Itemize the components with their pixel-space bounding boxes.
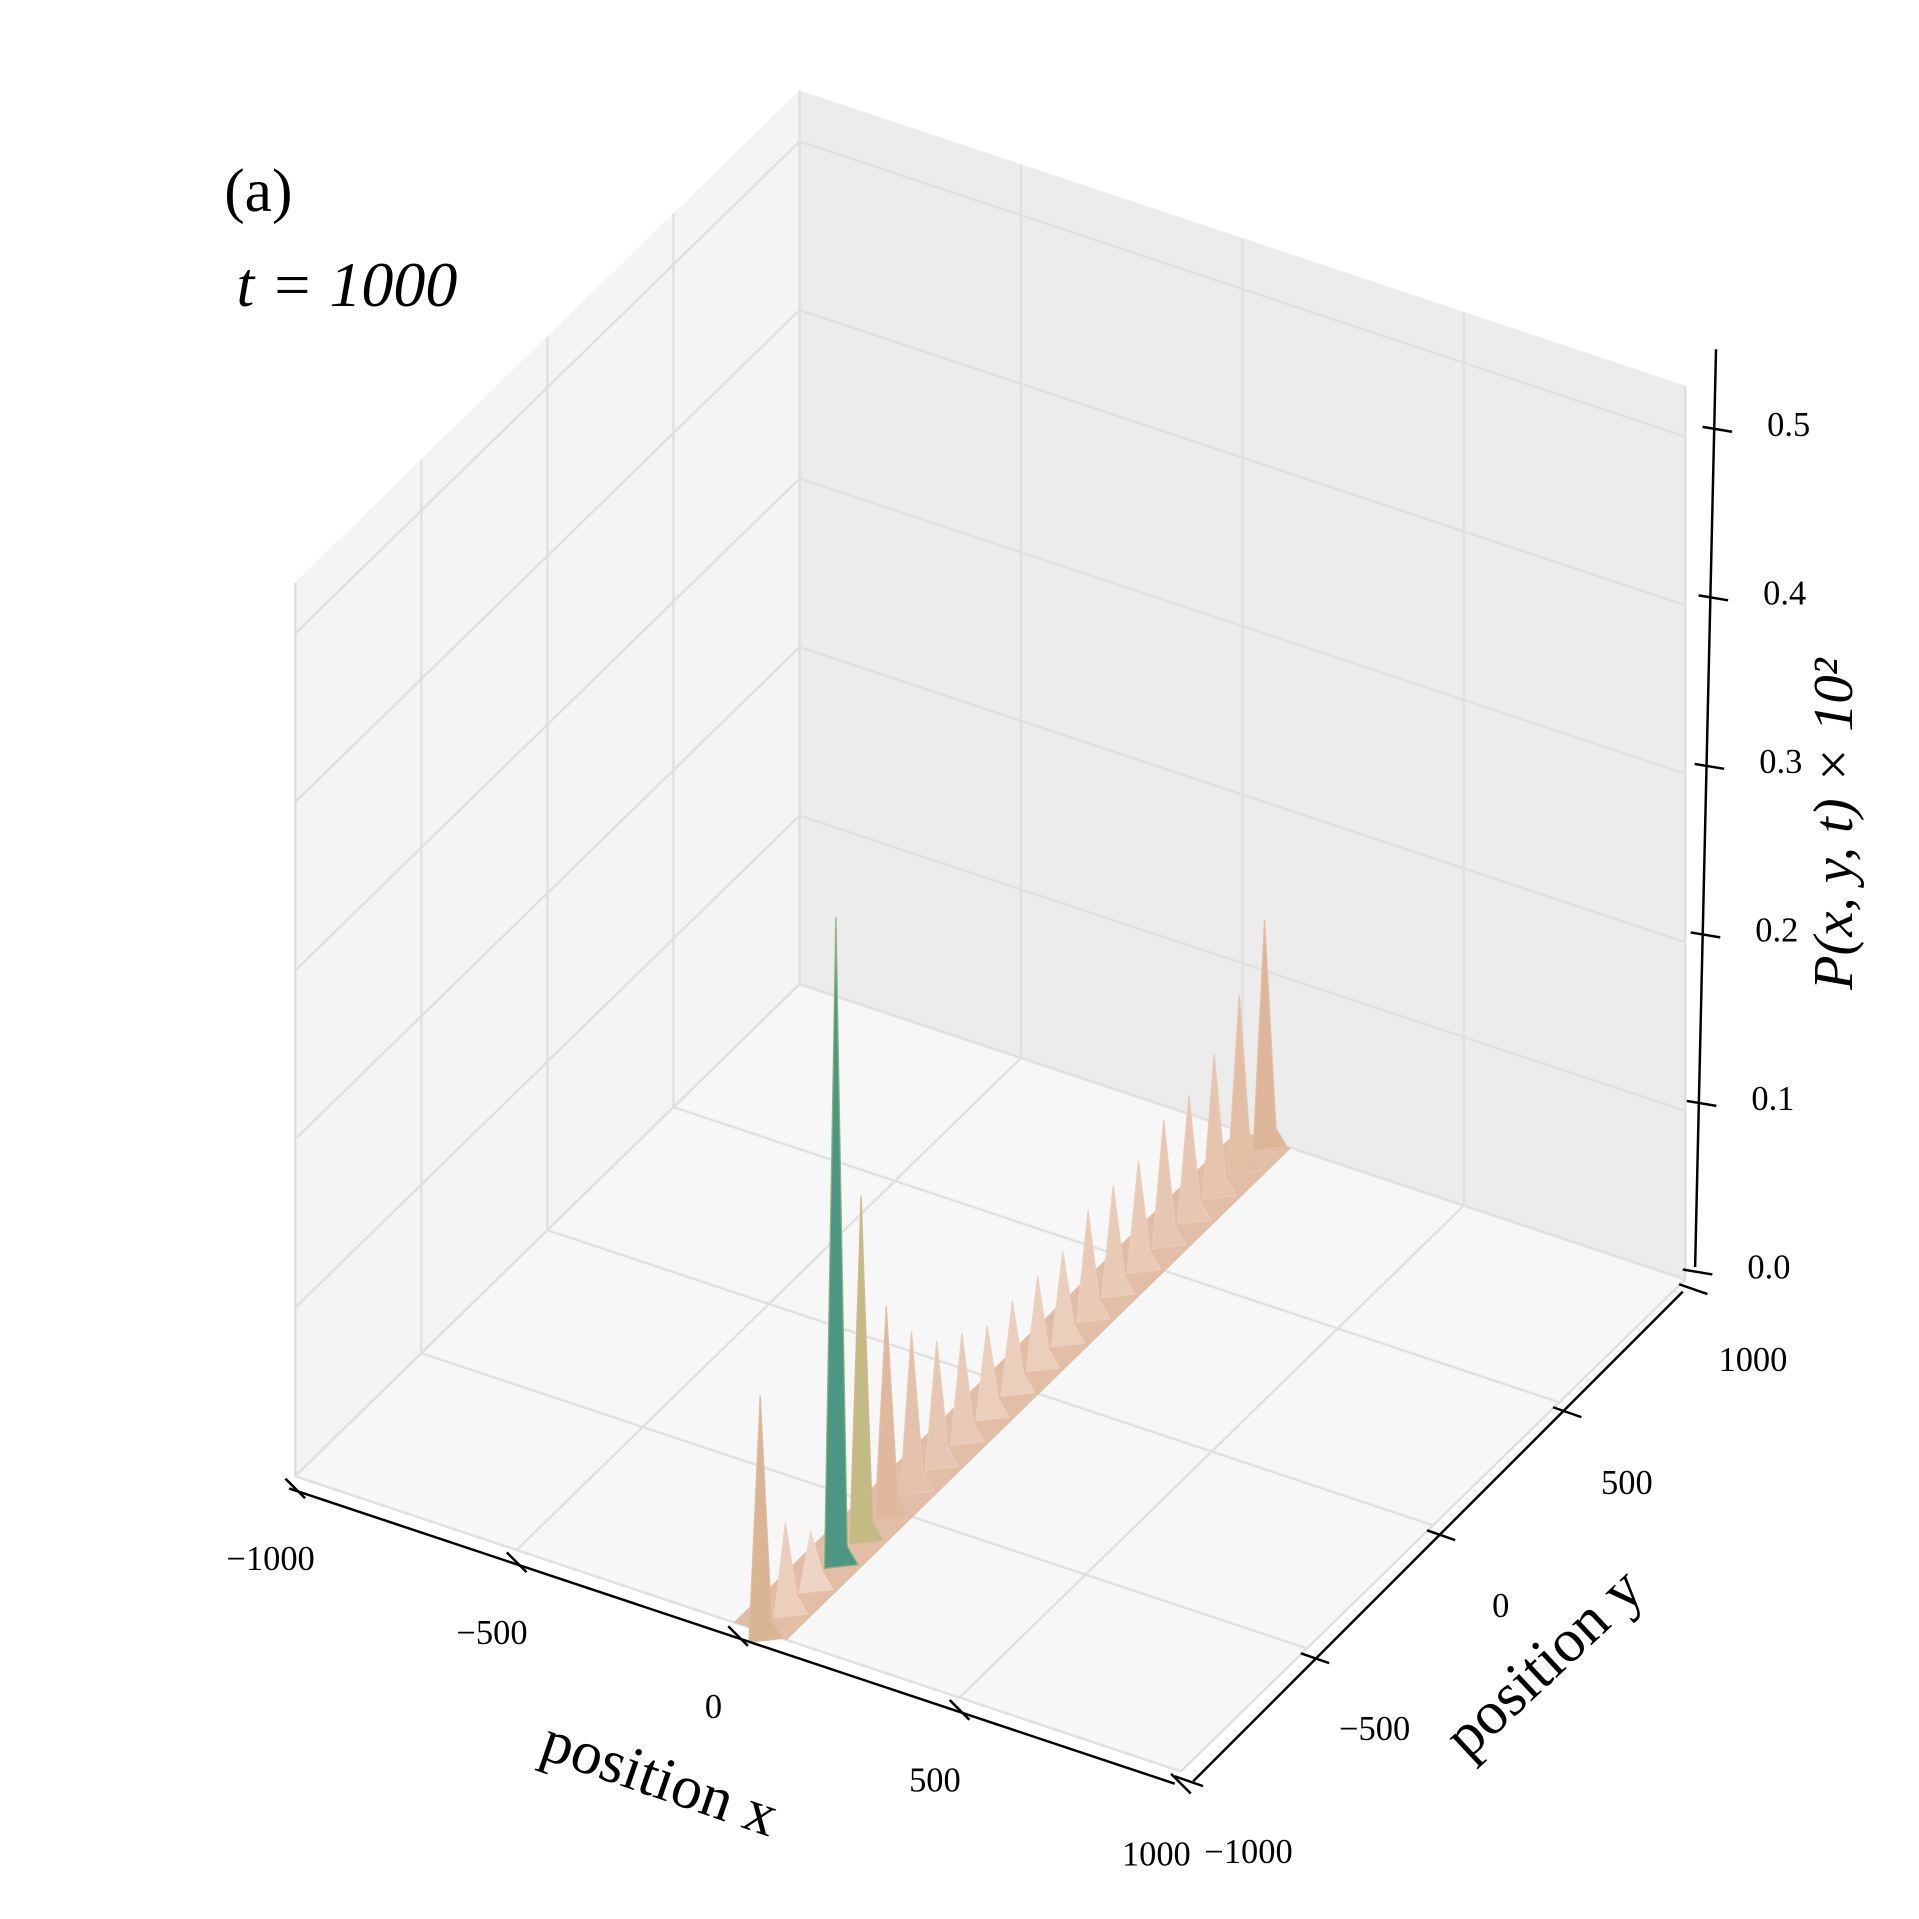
grid-line <box>294 814 801 1309</box>
grid-line <box>294 477 801 972</box>
y-tick-label: 0 <box>1492 1587 1509 1625</box>
z-tick-mark <box>1682 1268 1713 1276</box>
grid-line <box>799 645 1686 944</box>
x-tick-mark <box>505 1551 528 1573</box>
z-tick-label: 0.3 <box>1759 743 1802 781</box>
surface-peak <box>924 1340 960 1471</box>
z-tick-mark <box>1690 931 1721 939</box>
surface-peak <box>975 1325 1011 1422</box>
surface-peak <box>748 1395 784 1643</box>
z-axis-line <box>1693 349 1718 1268</box>
surface-peak <box>1050 1251 1086 1348</box>
y-tick-mark <box>1300 1652 1330 1665</box>
z-tick-label: 0.0 <box>1747 1249 1790 1287</box>
surface-peak <box>1176 1094 1213 1225</box>
y-tick-mark <box>1552 1406 1582 1419</box>
z-tick-label: 0.4 <box>1763 575 1806 613</box>
surface-peak <box>1076 1210 1112 1324</box>
z-tick-mark <box>1698 594 1729 602</box>
x-axis-title: position x <box>533 1706 786 1850</box>
x-tick-mark <box>948 1699 971 1721</box>
z-tick-label: 0.2 <box>1755 912 1798 950</box>
grid-line <box>294 983 801 1478</box>
x-tick-mark <box>727 1625 749 1647</box>
y-tick-mark <box>1174 1775 1204 1788</box>
grid-line <box>294 309 801 803</box>
grid-line <box>799 814 1686 1112</box>
surface-peak <box>949 1333 986 1447</box>
panel-label: (a) <box>224 157 292 225</box>
surface-peak <box>798 1531 834 1594</box>
surface-peak <box>1151 1119 1187 1250</box>
grid-line <box>799 477 1686 775</box>
y-tick-mark <box>1426 1529 1456 1542</box>
x-tick-label: −500 <box>457 1614 528 1652</box>
surface-peak <box>1202 1053 1238 1201</box>
z-tick-mark <box>1694 762 1725 771</box>
grid-line <box>294 646 801 1140</box>
surface-peak <box>1227 995 1263 1176</box>
y-tick-label: −500 <box>1339 1710 1410 1748</box>
surface-peak <box>849 1195 885 1545</box>
x-axis-line <box>288 1487 1176 1785</box>
surface-peak <box>1000 1300 1036 1397</box>
x-tick-mark <box>284 1477 306 1500</box>
z-tick-mark <box>1686 1099 1717 1108</box>
surface-peak <box>1101 1185 1137 1299</box>
y-tick-label: 500 <box>1601 1464 1653 1502</box>
surface-peak <box>874 1305 910 1520</box>
surface-peak <box>773 1522 809 1619</box>
chart-title: t = 1000 <box>236 249 457 320</box>
grid-line <box>799 140 1686 438</box>
surface-peak <box>823 916 860 1570</box>
z-tick-mark <box>1702 425 1733 433</box>
panes <box>294 89 1687 1773</box>
grid-line <box>294 140 801 635</box>
y-axis-title: position y <box>1431 1554 1656 1771</box>
x-tick-label: −1000 <box>226 1540 314 1578</box>
surface-peak <box>1252 919 1288 1151</box>
x-tick-label: 1000 <box>1122 1835 1191 1873</box>
y-tick-label: −1000 <box>1204 1833 1292 1871</box>
surface-peak <box>899 1331 935 1496</box>
x-tick-label: 0 <box>705 1688 722 1726</box>
grid-line <box>799 308 1686 607</box>
surface-peak <box>1025 1276 1061 1373</box>
y-tick-label: 1000 <box>1718 1341 1787 1379</box>
z-tick-label: 0.1 <box>1751 1080 1794 1118</box>
x-tick-label: 500 <box>909 1762 961 1800</box>
z-axis-title: P(x, y, t) × 10² <box>1803 657 1865 991</box>
surface-peak <box>1126 1160 1162 1274</box>
x-tick-mark <box>1170 1772 1192 1795</box>
z-tick-label: 0.5 <box>1767 406 1810 444</box>
y-tick-mark <box>1678 1283 1708 1296</box>
y-axis-line <box>1192 1290 1684 1783</box>
